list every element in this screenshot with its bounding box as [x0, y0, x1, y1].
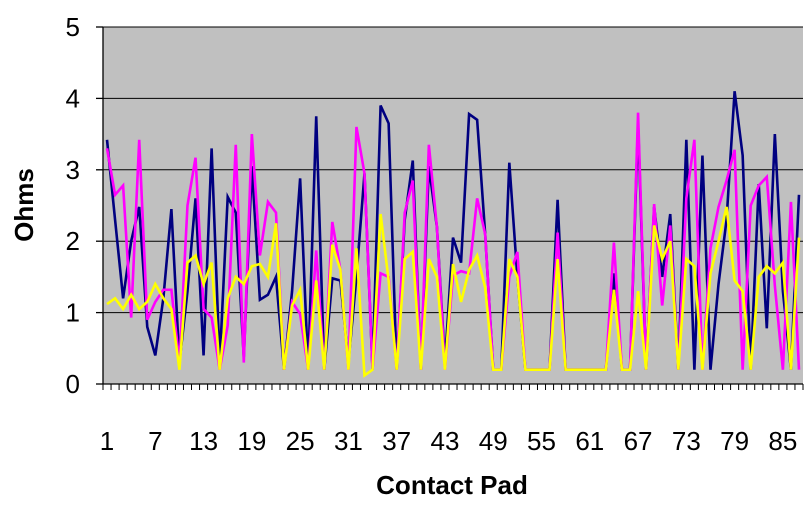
axes	[96, 26, 804, 390]
x-tick-label: 73	[672, 426, 701, 456]
y-tick-label: 3	[66, 155, 80, 185]
x-tick-label: 85	[768, 426, 797, 456]
series-group	[105, 91, 801, 378]
x-tick-label: 1	[100, 426, 114, 456]
x-tick-label: 49	[479, 426, 508, 456]
x-tick-label: 37	[382, 426, 411, 456]
x-tick-label: 7	[148, 426, 162, 456]
y-tick-label: 1	[66, 298, 80, 328]
x-tick-labels: 1 7 13 19 25 31 37 43 49 55 61 67 73 79 85	[100, 426, 798, 456]
y-tick-labels: 0 1 2 3 4 5	[66, 12, 80, 399]
x-tick-label: 19	[237, 426, 266, 456]
series-line-1	[105, 91, 801, 372]
x-tick-label: 31	[334, 426, 363, 456]
series-line-3	[106, 206, 801, 378]
plot-area	[103, 27, 803, 384]
x-tick-label: 25	[286, 426, 315, 456]
y-tick-label: 5	[66, 12, 80, 42]
x-tick-label: 43	[430, 426, 459, 456]
y-tick-label: 0	[66, 369, 80, 399]
y-axis-title: Ohms	[9, 168, 39, 242]
x-tick-label: 79	[720, 426, 749, 456]
y-tick-label: 4	[66, 83, 80, 113]
gridlines	[103, 26, 803, 314]
x-tick-label: 61	[575, 426, 604, 456]
x-tick-label: 55	[527, 426, 556, 456]
y-tick-label: 2	[66, 226, 80, 256]
x-axis-title: Contact Pad	[376, 470, 528, 500]
x-tick-label: 13	[189, 426, 218, 456]
x-tick-label: 67	[624, 426, 653, 456]
